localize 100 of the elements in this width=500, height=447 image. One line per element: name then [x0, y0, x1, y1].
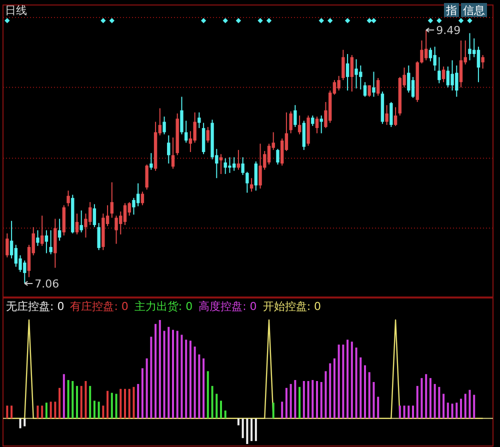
candlestick	[6, 232, 9, 258]
bar	[285, 388, 288, 418]
bar	[451, 404, 454, 418]
bar	[50, 402, 52, 418]
chart-title: 日线	[5, 4, 27, 17]
bar	[120, 388, 122, 418]
bar	[202, 358, 205, 418]
bar	[316, 381, 318, 418]
candlestick	[346, 54, 350, 92]
bar	[58, 388, 61, 418]
text: 有庄控盘: 0	[70, 300, 128, 313]
candlestick	[476, 46, 480, 83]
candlestick	[433, 46, 436, 72]
candlestick	[411, 76, 415, 98]
bar	[158, 320, 161, 418]
candlestick	[198, 112, 201, 129]
bar	[168, 326, 170, 418]
bar	[206, 371, 209, 418]
bar	[464, 394, 466, 418]
candlestick	[342, 49, 345, 81]
candlestick	[254, 160, 258, 192]
bar	[110, 392, 113, 418]
bar	[102, 406, 104, 418]
bar	[98, 402, 100, 418]
bar	[6, 406, 8, 418]
candlestick	[58, 218, 62, 242]
candlestick	[420, 40, 424, 64]
bar	[403, 406, 406, 418]
candlestick	[202, 122, 206, 155]
candlestick	[228, 156, 232, 174]
candlestick	[250, 178, 254, 192]
candlestick	[123, 202, 127, 226]
candlestick	[232, 156, 236, 172]
candlestick	[88, 202, 92, 226]
bar	[346, 340, 349, 418]
candlestick	[267, 143, 271, 166]
candlestick	[294, 104, 297, 128]
bar	[242, 418, 244, 438]
candlestick	[193, 112, 196, 144]
bar	[237, 418, 240, 426]
annotation: 9.49	[436, 24, 461, 38]
text: 无庄控盘: 0	[6, 300, 64, 313]
bar	[368, 372, 370, 418]
bar	[84, 381, 87, 418]
bar	[54, 402, 56, 418]
bar	[272, 402, 274, 418]
candlestick	[44, 230, 48, 254]
candlestick	[162, 116, 166, 135]
candlestick	[258, 143, 262, 190]
candlestick	[372, 71, 376, 98]
candlestick	[424, 30, 428, 61]
candlestick	[36, 230, 40, 246]
bar	[10, 406, 13, 418]
candlestick	[180, 96, 184, 135]
bar	[246, 418, 248, 444]
candlestick	[280, 138, 284, 166]
bar	[180, 334, 183, 418]
candlestick	[132, 197, 136, 216]
bar	[224, 410, 226, 418]
bar	[425, 374, 428, 418]
bar	[338, 344, 340, 418]
bar	[324, 371, 327, 418]
candlestick	[40, 215, 44, 246]
bar	[216, 394, 218, 418]
bar	[350, 342, 353, 418]
candlestick	[97, 222, 100, 251]
series-label: 开始控盘: 0	[262, 300, 322, 313]
bar	[80, 386, 82, 418]
bar	[412, 406, 414, 418]
candlestick	[49, 230, 52, 255]
candlestick	[219, 154, 223, 174]
candlestick	[438, 56, 441, 84]
text: 高度控盘: 0	[198, 300, 257, 313]
bar	[194, 346, 196, 418]
candlestick	[442, 66, 446, 83]
candlestick	[315, 116, 319, 134]
bar	[408, 406, 410, 418]
bar	[189, 340, 192, 418]
candlestick	[407, 64, 410, 94]
bar	[19, 418, 22, 428]
bar	[254, 418, 257, 442]
bar	[141, 368, 144, 418]
bar	[45, 402, 48, 418]
candlestick	[136, 182, 140, 207]
bar	[290, 384, 292, 418]
bar	[250, 418, 253, 442]
bar	[298, 386, 301, 418]
bar	[172, 330, 174, 418]
candlestick	[428, 47, 432, 62]
candlestick	[302, 120, 306, 150]
candlestick	[289, 110, 292, 134]
bar	[62, 374, 65, 418]
candlestick	[167, 134, 170, 164]
candlestick	[14, 244, 18, 268]
candlestick	[145, 164, 148, 190]
bar	[468, 390, 471, 418]
bar	[211, 386, 214, 418]
bar	[473, 394, 476, 418]
candlestick	[276, 148, 280, 166]
bar	[434, 384, 436, 418]
